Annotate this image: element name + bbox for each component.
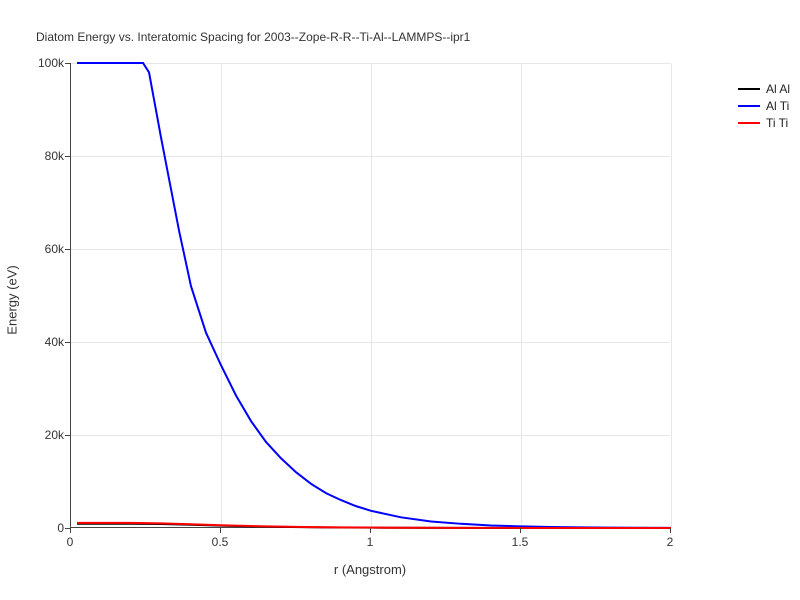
ytick-label: 100k xyxy=(38,56,64,70)
legend-item[interactable]: Ti Ti xyxy=(738,114,790,131)
xtick-label: 0.5 xyxy=(212,535,229,549)
x-axis-label: r (Angstrom) xyxy=(334,562,406,577)
ytick-label: 20k xyxy=(45,428,64,442)
ytick-mark xyxy=(65,249,70,250)
ytick-label: 0 xyxy=(57,521,64,535)
ytick-mark xyxy=(65,435,70,436)
legend-item[interactable]: Al Al xyxy=(738,80,790,97)
chart-container: Diatom Energy vs. Interatomic Spacing fo… xyxy=(0,0,800,600)
ytick-mark xyxy=(65,528,70,529)
xtick-mark xyxy=(370,528,371,533)
series-line[interactable] xyxy=(77,63,671,528)
xtick-label: 1.5 xyxy=(512,535,529,549)
ytick-mark xyxy=(65,342,70,343)
legend-swatch xyxy=(738,105,760,107)
ytick-label: 80k xyxy=(45,149,64,163)
legend-swatch xyxy=(738,88,760,90)
ytick-label: 40k xyxy=(45,335,64,349)
series-lines xyxy=(71,63,671,528)
xtick-mark xyxy=(220,528,221,533)
legend-label: Al Al xyxy=(766,82,790,96)
xtick-label: 2 xyxy=(667,535,674,549)
legend-label: Al Ti xyxy=(766,99,789,113)
legend-swatch xyxy=(738,122,760,124)
xtick-mark xyxy=(520,528,521,533)
ytick-mark xyxy=(65,156,70,157)
series-line[interactable] xyxy=(77,523,671,528)
ytick-label: 60k xyxy=(45,242,64,256)
legend: Al Al Al Ti Ti Ti xyxy=(738,80,790,131)
xtick-label: 1 xyxy=(367,535,374,549)
legend-item[interactable]: Al Ti xyxy=(738,97,790,114)
y-axis-label: Energy (eV) xyxy=(5,265,20,334)
plot-area xyxy=(70,63,670,528)
chart-title: Diatom Energy vs. Interatomic Spacing fo… xyxy=(36,30,470,44)
xtick-label: 0 xyxy=(67,535,74,549)
gridline-v xyxy=(671,63,672,527)
ytick-mark xyxy=(65,63,70,64)
xtick-mark xyxy=(670,528,671,533)
legend-label: Ti Ti xyxy=(766,116,788,130)
xtick-mark xyxy=(70,528,71,533)
